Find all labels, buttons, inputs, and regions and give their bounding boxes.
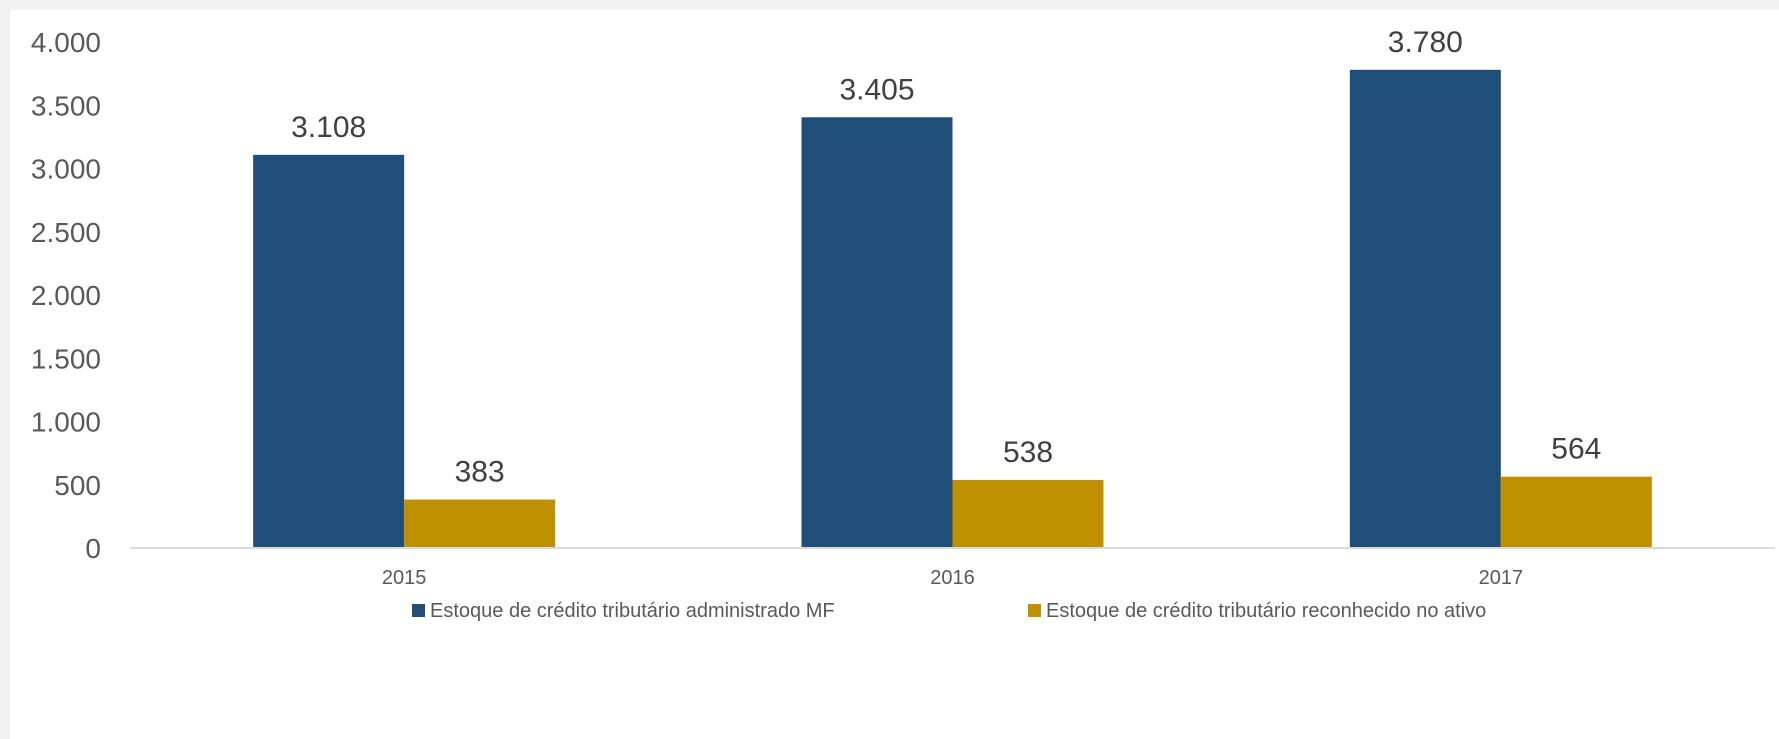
bar-series-1-2016 <box>801 117 953 548</box>
data-label: 3.780 <box>1388 26 1463 59</box>
bar-chart: 05001.0001.5002.0002.5003.0003.5004.000 … <box>31 26 1775 622</box>
bar-series-1-2015 <box>253 154 405 548</box>
legend-label-2: Estoque de crédito tributário reconhecid… <box>1046 600 1486 622</box>
y-tick-label: 4.000 <box>31 27 101 58</box>
x-tick-label: 2017 <box>1479 567 1524 589</box>
legend: Estoque de crédito tributário administra… <box>412 600 1486 622</box>
legend-label-1: Estoque de crédito tributário administra… <box>430 600 835 622</box>
y-tick-label: 1.500 <box>31 343 101 374</box>
bar-series-1-2017 <box>1349 69 1501 548</box>
bars: 3.108 383 3.405 538 3.780 564 <box>253 26 1652 548</box>
y-tick-label: 3.500 <box>31 90 101 121</box>
legend-swatch-1 <box>412 604 425 617</box>
chart-container: 0 500 1.000 1.500 2.000 2.500 3.000 3.500 4.000 … <box>10 10 1779 739</box>
x-tick-label: 2015 <box>382 567 427 589</box>
y-tick-label: 0 <box>85 533 101 564</box>
x-tick-label: 2016 <box>930 567 975 589</box>
data-label: 564 <box>1551 433 1601 466</box>
y-tick-label: 500 <box>54 470 101 501</box>
data-label: 383 <box>455 456 505 489</box>
x-axis: 2015 2016 2017 <box>130 547 1775 589</box>
bar-series-2-2017 <box>1500 476 1652 548</box>
y-tick-label: 3.000 <box>31 154 101 185</box>
y-tick-label: 2.000 <box>31 280 101 311</box>
bar-series-2-2015 <box>404 499 556 548</box>
legend-swatch-2 <box>1028 604 1041 617</box>
data-label: 3.108 <box>291 111 366 144</box>
data-label: 538 <box>1003 436 1053 469</box>
data-label: 3.405 <box>839 73 914 106</box>
bar-series-2-2016 <box>952 479 1104 548</box>
y-tick-label: 2.500 <box>31 217 101 248</box>
y-axis: 0 500 1.000 1.500 2.000 2.500 3.000 3.500 4.000 <box>31 27 101 564</box>
y-tick-label: 1.000 <box>31 407 101 438</box>
